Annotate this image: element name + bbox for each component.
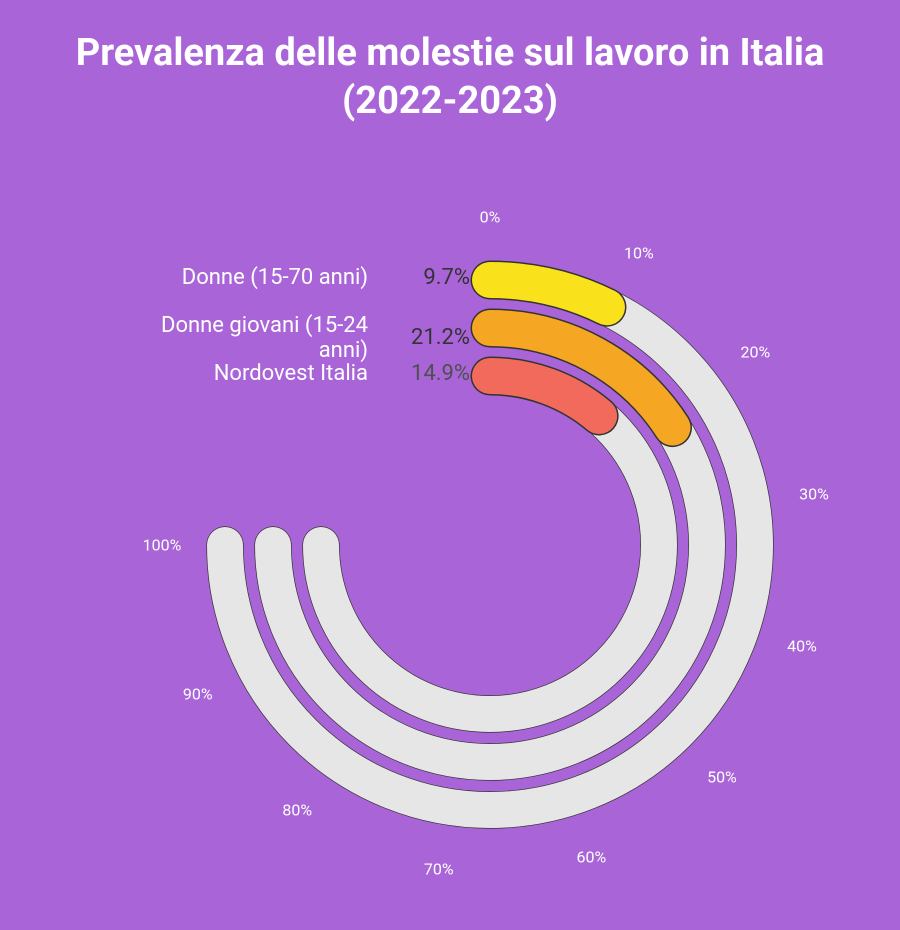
- tick-label: 0%: [480, 208, 501, 227]
- tick-label: 90%: [183, 684, 213, 703]
- legend-row: Donne giovani (15-24 anni) 21.2%: [108, 313, 470, 363]
- tick-label: 40%: [787, 637, 817, 656]
- legend-label: Donne giovani (15-24 anni): [108, 313, 368, 363]
- container: Prevalenza delle molestie sul lavoro in …: [0, 0, 900, 930]
- tick-label: 60%: [576, 847, 606, 866]
- legend-value: 14.9%: [380, 361, 470, 386]
- bar-ring: [490, 280, 607, 307]
- legend-row: Nordovest Italia 14.9%: [108, 361, 470, 387]
- tick-label: 30%: [799, 484, 829, 503]
- tick-label: 70%: [424, 859, 454, 878]
- legend-value: 9.7%: [380, 265, 470, 290]
- radial-chart-svg: [0, 0, 900, 930]
- chart-area: [0, 0, 900, 930]
- legend-label: Donne (15-70 anni): [182, 265, 368, 290]
- legend-label: Nordovest Italia: [214, 361, 368, 386]
- tick-label: 20%: [740, 343, 770, 362]
- legend-row: Donne (15-70 anni) 9.7%: [108, 265, 470, 291]
- tick-label: 10%: [624, 243, 654, 262]
- tick-label: 80%: [282, 801, 312, 820]
- legend-value: 21.2%: [380, 325, 470, 350]
- tick-label: 100%: [143, 536, 182, 555]
- tick-label: 50%: [707, 767, 737, 786]
